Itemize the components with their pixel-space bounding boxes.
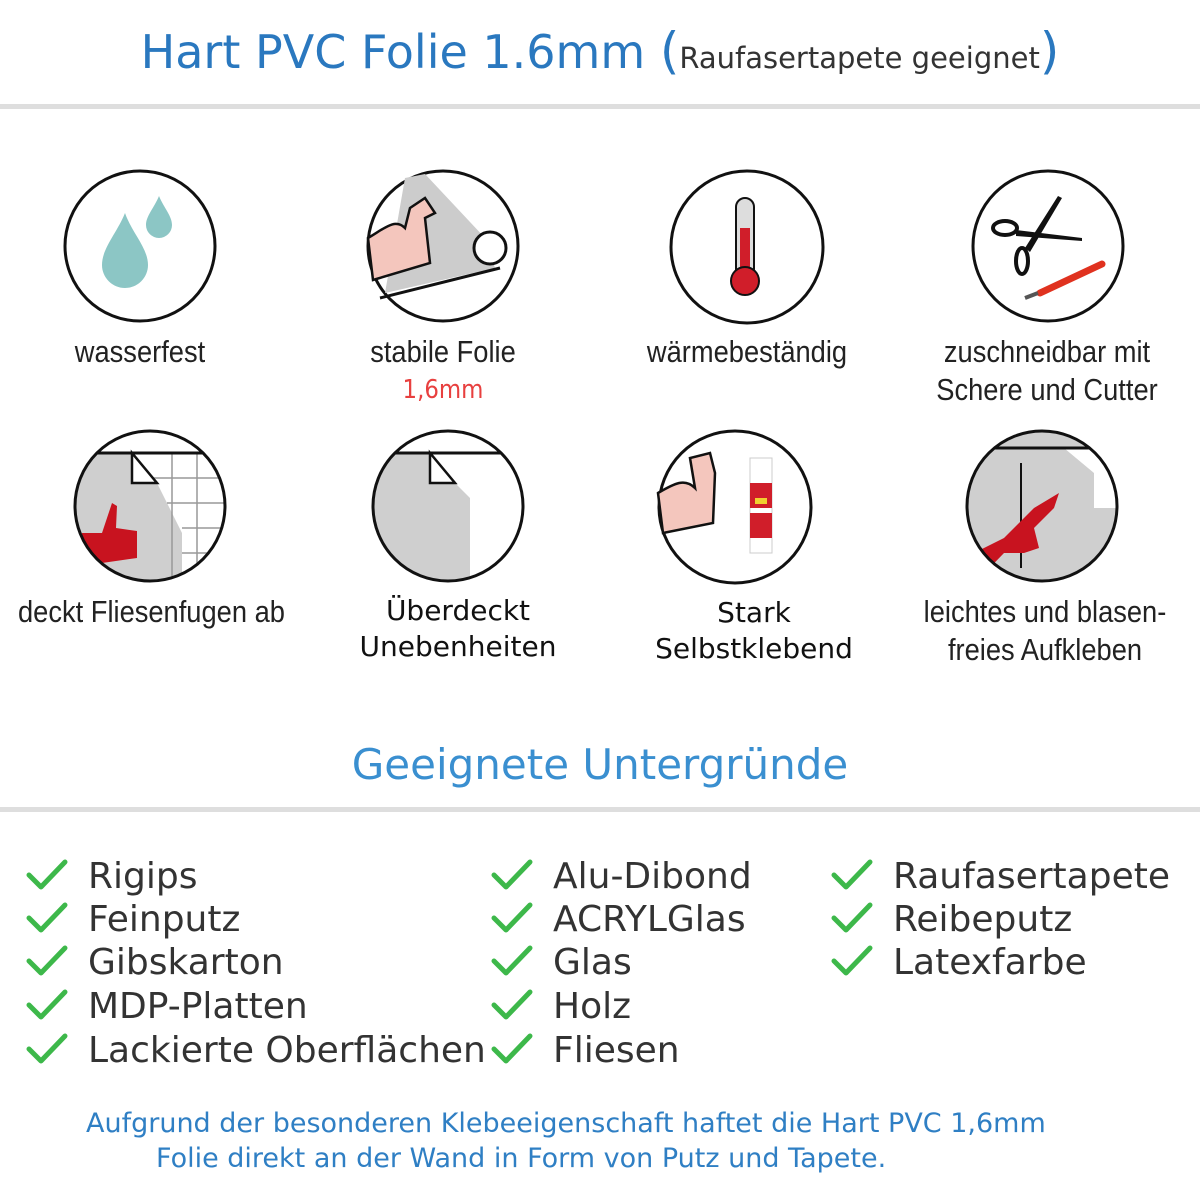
hand-smoothing-icon xyxy=(965,429,1119,583)
surface-item: Reibeputz xyxy=(831,898,1073,942)
feature-label: freies Aufkleben xyxy=(947,632,1143,667)
feature-label: zuschneidbar mit xyxy=(943,334,1151,369)
check-icon xyxy=(831,902,873,933)
surface-label: Raufasertapete xyxy=(893,856,1170,897)
surface-label: MDP-Platten xyxy=(88,986,308,1027)
surface-item: MDP-Platten xyxy=(26,985,308,1029)
feature-sublabel: 1,6mm xyxy=(402,375,484,405)
section-title: Geeignete Untergründe xyxy=(351,740,849,789)
surface-label: Reibeputz xyxy=(893,899,1073,940)
feature-label: Unebenheiten xyxy=(359,630,557,663)
feature-label: wasserfest xyxy=(74,334,206,369)
check-icon xyxy=(491,945,533,976)
surface-item: Holz xyxy=(491,985,631,1029)
feature-label: deckt Fliesenfugen ab xyxy=(18,594,285,629)
feature-label: leichtes und blasen- xyxy=(923,594,1167,629)
surface-label: Latexfarbe xyxy=(893,942,1087,983)
title-main: Hart PVC Folie 1.6mm xyxy=(140,25,646,79)
footer-line: Aufgrund der besonderen Klebeeigenschaft… xyxy=(86,1108,1046,1139)
surface-item: Feinputz xyxy=(26,898,241,942)
surface-item: Gibskarton xyxy=(26,941,284,985)
surface-item: Lackierte Oberflächen xyxy=(26,1029,486,1073)
surface-item: Rigips xyxy=(26,855,198,899)
footer-note: Aufgrund der besonderen Klebeeigenschaft… xyxy=(0,1106,1200,1176)
scissors-cutter-icon xyxy=(971,169,1125,323)
surface-item: Glas xyxy=(491,941,632,985)
thumbs-up-tiles-icon xyxy=(73,429,227,583)
surface-label: Fliesen xyxy=(553,1030,680,1071)
paren-open: ( xyxy=(659,22,680,80)
check-icon xyxy=(831,859,873,890)
surface-label: Glas xyxy=(553,942,632,983)
feature-label: Stark xyxy=(717,596,791,629)
surface-label: Feinputz xyxy=(88,899,241,940)
surface-label: ACRYLGlas xyxy=(553,899,746,940)
water-drops-icon xyxy=(63,169,217,323)
surface-label: Gibskarton xyxy=(88,942,284,983)
feature-label: wärmebeständig xyxy=(646,334,848,369)
feature-label: Überdeckt xyxy=(385,594,531,627)
thermometer-icon xyxy=(669,169,825,325)
check-icon xyxy=(26,1033,68,1064)
feature-label: Selbstklebend xyxy=(655,632,853,665)
surface-item: Fliesen xyxy=(491,1029,680,1073)
surface-item: Raufasertapete xyxy=(831,855,1170,899)
check-icon xyxy=(26,989,68,1020)
footer-line: Folie direkt an der Wand in Form von Put… xyxy=(156,1143,887,1174)
title-subtitle: Raufasertapete geeignet xyxy=(679,41,1040,75)
paren-close: ) xyxy=(1039,22,1060,80)
check-icon xyxy=(491,989,533,1020)
check-icon xyxy=(491,1033,533,1064)
surface-item: Latexfarbe xyxy=(831,941,1087,985)
check-icon xyxy=(26,902,68,933)
check-icon xyxy=(26,945,68,976)
surface-label: Lackierte Oberflächen xyxy=(88,1030,486,1071)
divider xyxy=(0,807,1200,812)
strong-arm-roll-icon xyxy=(366,169,520,323)
surface-label: Alu-Dibond xyxy=(553,856,752,897)
check-icon xyxy=(831,945,873,976)
feature-label: Schere und Cutter xyxy=(936,372,1158,407)
feature-label: stabile Folie xyxy=(370,334,516,369)
surface-label: Holz xyxy=(553,986,631,1027)
check-icon xyxy=(491,859,533,890)
page-title: Hart PVC Folie 1.6mm (Raufasertapete gee… xyxy=(0,22,1200,80)
foil-corner-icon xyxy=(371,429,525,583)
check-icon xyxy=(26,859,68,890)
surface-item: Alu-Dibond xyxy=(491,855,752,899)
check-icon xyxy=(491,902,533,933)
strong-arm-glue-icon xyxy=(656,429,813,585)
surface-label: Rigips xyxy=(88,856,198,897)
divider xyxy=(0,104,1200,109)
surface-item: ACRYLGlas xyxy=(491,898,746,942)
